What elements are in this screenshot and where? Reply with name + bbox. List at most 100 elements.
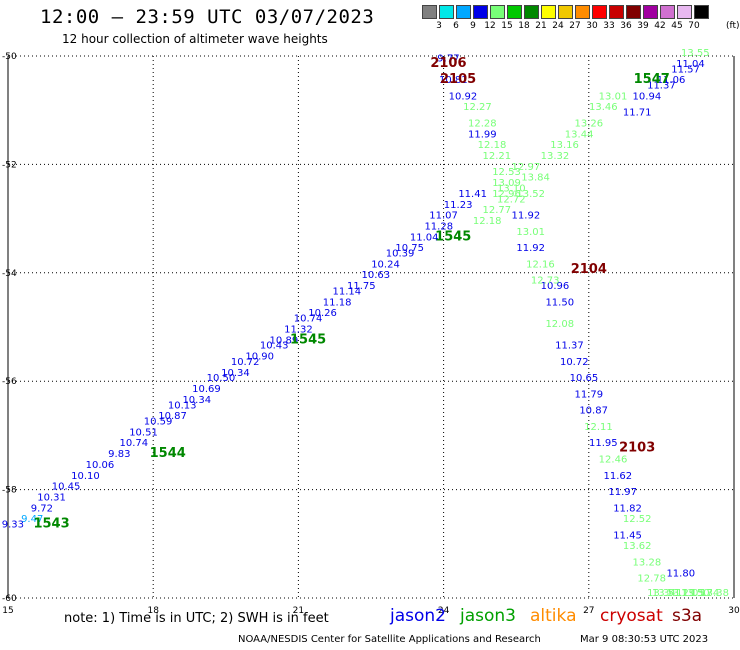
page-title: 12:00 – 23:59 UTC 03/07/2023: [40, 6, 375, 28]
wave-height-value: 12.46: [599, 455, 628, 466]
track-label: 2103: [619, 441, 655, 456]
wave-height-value: 11.04: [410, 232, 439, 243]
wave-height-value: 13.01: [516, 227, 545, 238]
y-tick-label: -56: [2, 377, 17, 387]
footer-credit: NOAA/NESDIS Center for Satellite Applica…: [238, 634, 541, 645]
wave-height-value: 10.75: [395, 243, 424, 254]
wave-height-value: 10.72: [560, 357, 589, 368]
wave-height-value: 10.65: [570, 373, 599, 384]
wave-height-value: 11.71: [623, 108, 652, 119]
track-label: 1543: [33, 517, 69, 532]
wave-height-value: 11.92: [516, 243, 545, 254]
color-scale-label: 6: [453, 21, 459, 31]
wave-height-value: 11.23: [444, 200, 473, 211]
wave-height-value: 10.24: [371, 259, 400, 270]
color-swatch: [541, 5, 556, 19]
color-swatch: [456, 5, 471, 19]
wave-height-value: 13.10: [497, 184, 526, 195]
wave-height-value: 10.39: [386, 249, 415, 260]
axis-ticks: 15 18 21 24 27 30 -50 -52 -54 -56 -58 -60: [2, 52, 740, 616]
x-tick-label: 21: [293, 606, 304, 616]
legend-jason3: jason3: [460, 606, 516, 626]
color-swatch: [626, 5, 641, 19]
wave-height-value: 11.92: [512, 211, 541, 222]
wave-height-value: 13.19: [666, 588, 695, 599]
wave-height-value: 12.16: [526, 259, 555, 270]
color-swatch: [609, 5, 624, 19]
wave-height-value: 13.28: [633, 557, 662, 568]
wave-height-value: 11.57: [671, 64, 700, 75]
wave-height-value: 13.51: [652, 588, 681, 599]
wave-height-value: 10.34: [182, 395, 211, 406]
x-tick-label: 15: [2, 606, 13, 616]
x-tick-label: 30: [728, 606, 740, 616]
color-scale-label: 3: [436, 21, 442, 31]
wave-height-value: 10.74: [120, 438, 149, 449]
color-scale-label: 42: [654, 21, 666, 31]
wave-height-value: 10.31: [37, 492, 66, 503]
footer-timestamp: Mar 9 08:30:53 UTC 2023: [580, 634, 709, 645]
wave-height-value: 13.50: [681, 588, 710, 599]
legend-jason2: jason2: [390, 606, 446, 626]
x-tick-label: 18: [147, 606, 159, 616]
wave-height-value: 13.09: [492, 178, 521, 189]
legend-altika: altika: [530, 606, 577, 626]
color-scale-label: 70: [688, 21, 700, 31]
wave-height-value: 10.10: [71, 471, 100, 482]
wave-height-value: 13.32: [541, 151, 570, 162]
color-scale-label: 30: [586, 21, 598, 31]
wave-height-value: 11.50: [545, 297, 574, 308]
wave-height-value: 11.99: [468, 129, 497, 140]
wave-height-value: 11.75: [347, 281, 376, 292]
color-scale-label: 24: [552, 21, 564, 31]
wave-height-value: 13.44: [565, 129, 594, 140]
color-scale-label: 45: [671, 21, 683, 31]
track-label: 2105: [440, 72, 476, 87]
wave-height-value: 13.38: [700, 588, 729, 599]
wave-height-value: 11.18: [323, 297, 352, 308]
wave-height-value: 10.92: [449, 91, 478, 102]
wave-height-value: 12.27: [463, 102, 492, 113]
wave-height-value: 12.53: [492, 167, 521, 178]
wave-height-value: 13.16: [550, 140, 579, 151]
wave-height-value: 11.37: [555, 341, 584, 352]
color-swatch: [643, 5, 658, 19]
map-grid: [7, 55, 735, 599]
wave-height-value: 10.81: [439, 75, 468, 86]
wave-height-value: 11.04: [676, 59, 705, 70]
wave-height-value: 11.37: [647, 81, 676, 92]
wave-height-value: 12.18: [473, 216, 502, 227]
wave-height-value: 11.45: [613, 530, 642, 541]
wave-height-value: 9.77: [437, 53, 459, 64]
wave-height-value: 13.46: [589, 102, 618, 113]
wave-height-value: 10.87: [579, 406, 608, 417]
wave-height-value: 13.52: [516, 189, 545, 200]
color-scale-label: 39: [637, 21, 649, 31]
wave-height-value: 10.96: [541, 281, 570, 292]
color-scale-unit: (ft): [726, 21, 740, 31]
color-scale-label: 12: [484, 21, 496, 31]
data-points: 9.339.479.7210.3110.4510.1010.069.8310.7…: [2, 48, 729, 599]
y-tick-label: -60: [2, 594, 17, 604]
color-scale-label: 27: [569, 21, 581, 31]
wave-height-value: 11.06: [657, 75, 686, 86]
color-scale-label: 21: [535, 21, 547, 31]
color-scale-label: 18: [518, 21, 530, 31]
wave-height-value: 10.26: [308, 308, 337, 319]
color-scale-label: 36: [620, 21, 632, 31]
wave-height-value: 12.72: [497, 194, 526, 205]
wave-height-value: 13.74: [691, 588, 720, 599]
wave-height-value: 11.62: [604, 471, 633, 482]
wave-height-value: 11.95: [589, 438, 618, 449]
page-subtitle: 12 hour collection of altimeter wave hei…: [62, 32, 328, 46]
wave-height-value: 11.41: [458, 189, 487, 200]
wave-height-value: 10.51: [129, 427, 158, 438]
wave-height-value: 10.59: [144, 417, 173, 428]
footer-note: note: 1) Time is in UTC; 2) SWH is in fe…: [64, 611, 329, 626]
wave-height-value: 11.80: [666, 568, 695, 579]
wave-height-value: 12.77: [483, 205, 512, 216]
color-swatch: [490, 5, 505, 19]
wave-height-value: 13.84: [521, 173, 550, 184]
color-swatch: [694, 5, 709, 19]
wave-height-value: 13.55: [681, 48, 710, 59]
